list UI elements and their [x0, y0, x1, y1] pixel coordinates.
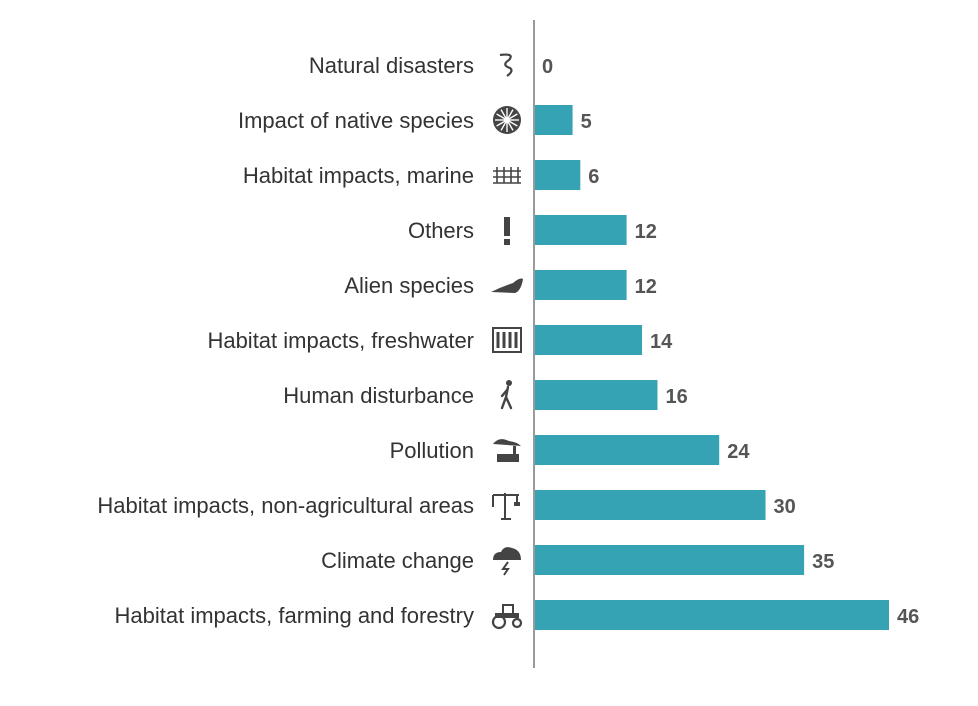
person-icon [500, 380, 513, 410]
bar-4 [534, 215, 627, 245]
bars [534, 105, 889, 630]
category-label: Others [408, 218, 474, 243]
storm-cloud-icon [493, 547, 521, 576]
bar-7 [534, 380, 658, 410]
value-label: 5 [581, 111, 592, 133]
bar-10 [534, 545, 805, 575]
bar-9 [534, 490, 766, 520]
bar-2 [534, 105, 573, 135]
value-label: 46 [897, 606, 919, 628]
value-label: 35 [812, 551, 834, 573]
value-label: 12 [635, 221, 657, 243]
factory-smoke-icon [493, 439, 521, 462]
bar-5 [534, 270, 627, 300]
category-label: Habitat impacts, marine [243, 163, 474, 188]
category-labels: Natural disasters Impact of native specie… [97, 53, 474, 628]
category-label: Climate change [321, 548, 474, 573]
category-label: Habitat impacts, non-agricultural areas [97, 493, 474, 518]
exclamation-icon [504, 217, 510, 245]
marine-icon [493, 167, 521, 184]
value-label: 0 [542, 56, 553, 78]
value-label: 6 [588, 166, 599, 188]
value-label: 30 [774, 496, 796, 518]
value-label: 12 [635, 276, 657, 298]
category-label: Habitat impacts, freshwater [207, 328, 474, 353]
category-label: Pollution [390, 438, 474, 463]
category-label: Impact of native species [238, 108, 474, 133]
value-label: 24 [727, 441, 750, 463]
fan-icon [493, 106, 521, 134]
bar-6 [534, 325, 643, 355]
value-labels: 0 5 6 12 12 14 16 24 30 35 46 [542, 56, 919, 628]
tornado-icon [499, 53, 513, 77]
category-icons [491, 53, 523, 630]
bar-11 [534, 600, 889, 630]
category-label: Natural disasters [309, 53, 474, 78]
value-label: 16 [665, 386, 687, 408]
bar-3 [534, 160, 581, 190]
slug-icon [491, 278, 523, 293]
category-label: Human disturbance [283, 383, 474, 408]
dam-icon [492, 327, 522, 353]
category-label: Alien species [344, 273, 474, 298]
construction-crane-icon [492, 493, 520, 520]
category-label: Habitat impacts, farming and forestry [115, 603, 474, 628]
value-label: 14 [650, 331, 673, 353]
bar-8 [534, 435, 720, 465]
tractor-icon [491, 604, 523, 630]
